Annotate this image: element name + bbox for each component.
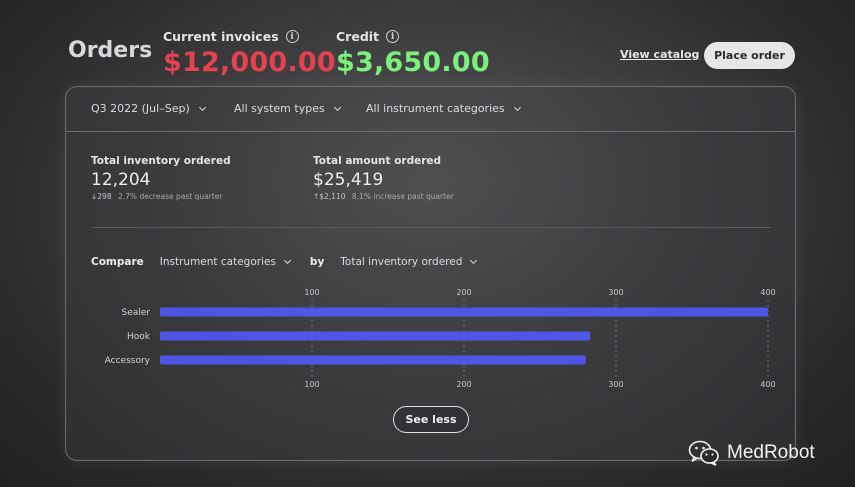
- compare-by-label: by: [309, 256, 325, 268]
- section-divider: [91, 227, 771, 228]
- amount-stat: Total amount ordered $25,419 ↑$2,110 8.1…: [313, 155, 454, 201]
- bar: [160, 355, 586, 365]
- system-types-filter[interactable]: All system types: [234, 102, 341, 115]
- system-types-filter-label: All system types: [234, 102, 325, 115]
- orders-panel: Q3 2022 (Jul–Sep) All system types All i…: [65, 86, 796, 461]
- watermark: MedRobot: [688, 440, 815, 466]
- category-label: Accessory: [105, 356, 151, 366]
- amount-delta-text: 8.1% increase past quarter: [351, 192, 454, 201]
- amount-stat-value: $25,419: [313, 170, 384, 190]
- x-tick-label-top: 300: [608, 288, 623, 297]
- compare-metric-label: Total inventory ordered: [340, 256, 463, 268]
- x-tick-label-bottom: 400: [760, 380, 775, 389]
- amount-stat-label: Total amount ordered: [313, 155, 442, 167]
- x-tick-label-top: 400: [760, 288, 775, 297]
- compare-controls: Compare Instrument categories by Total i…: [91, 256, 478, 268]
- inventory-stat-label: Total inventory ordered: [91, 155, 231, 167]
- compare-dimension-label: Instrument categories: [159, 256, 276, 268]
- category-label: Sealer: [121, 308, 150, 318]
- instrument-categories-filter[interactable]: All instrument categories: [366, 102, 521, 115]
- compare-label: Compare: [91, 256, 144, 268]
- filter-bar: Q3 2022 (Jul–Sep) All system types All i…: [66, 87, 795, 132]
- wechat-icon: [688, 440, 719, 466]
- watermark-text: MedRobot: [727, 442, 815, 463]
- compare-dimension-dropdown[interactable]: Instrument categories: [159, 256, 291, 268]
- credit-metric: Credit i $3,650.00: [336, 29, 490, 78]
- amount-delta-amount: ↑$2,110: [313, 192, 346, 201]
- view-catalog-link[interactable]: View catalog: [620, 48, 700, 61]
- credit-label: Credit: [336, 29, 380, 44]
- compare-metric-dropdown[interactable]: Total inventory ordered: [340, 256, 478, 268]
- current-invoices-metric: Current invoices i $12,000.00: [163, 29, 336, 78]
- x-tick-label-bottom: 300: [608, 380, 623, 389]
- inventory-delta-amount: ↓298: [91, 192, 112, 201]
- period-filter[interactable]: Q3 2022 (Jul–Sep): [91, 102, 206, 115]
- instrument-categories-filter-label: All instrument categories: [366, 102, 505, 115]
- bar: [160, 331, 591, 341]
- x-tick-label-top: 200: [456, 288, 471, 297]
- current-invoices-value: $12,000.00: [163, 47, 336, 78]
- bar-chart: 100 100 200 200 300 300 400 400 Sealer Hook Access…: [105, 288, 776, 389]
- x-tick-label-bottom: 200: [456, 380, 471, 389]
- category-label: Hook: [127, 332, 151, 342]
- page-title: Orders: [68, 38, 153, 63]
- info-icon[interactable]: i: [386, 30, 400, 43]
- x-tick-label-top: 100: [304, 288, 319, 297]
- x-tick-label-bottom: 100: [304, 380, 319, 389]
- credit-value: $3,650.00: [336, 47, 490, 78]
- current-invoices-label: Current invoices: [163, 29, 279, 44]
- inventory-stat-delta: ↓298 2.7% decrease past quarter: [91, 192, 231, 201]
- period-filter-label: Q3 2022 (Jul–Sep): [91, 102, 190, 115]
- amount-stat-delta: ↑$2,110 8.1% increase past quarter: [313, 192, 454, 201]
- bar: [160, 307, 768, 317]
- inventory-stat: Total inventory ordered 12,204 ↓298 2.7%…: [91, 155, 231, 201]
- see-less-button[interactable]: See less: [393, 406, 469, 433]
- inventory-delta-text: 2.7% decrease past quarter: [118, 192, 223, 201]
- info-icon[interactable]: i: [285, 30, 299, 43]
- inventory-stat-value: 12,204: [91, 170, 151, 190]
- place-order-button[interactable]: Place order: [704, 42, 795, 69]
